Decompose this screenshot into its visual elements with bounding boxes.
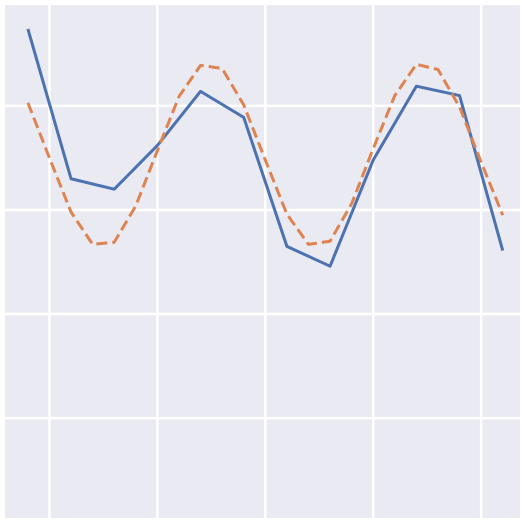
data-line	[26, 62, 505, 246]
data-line	[26, 28, 505, 268]
plot-background	[5, 5, 520, 518]
